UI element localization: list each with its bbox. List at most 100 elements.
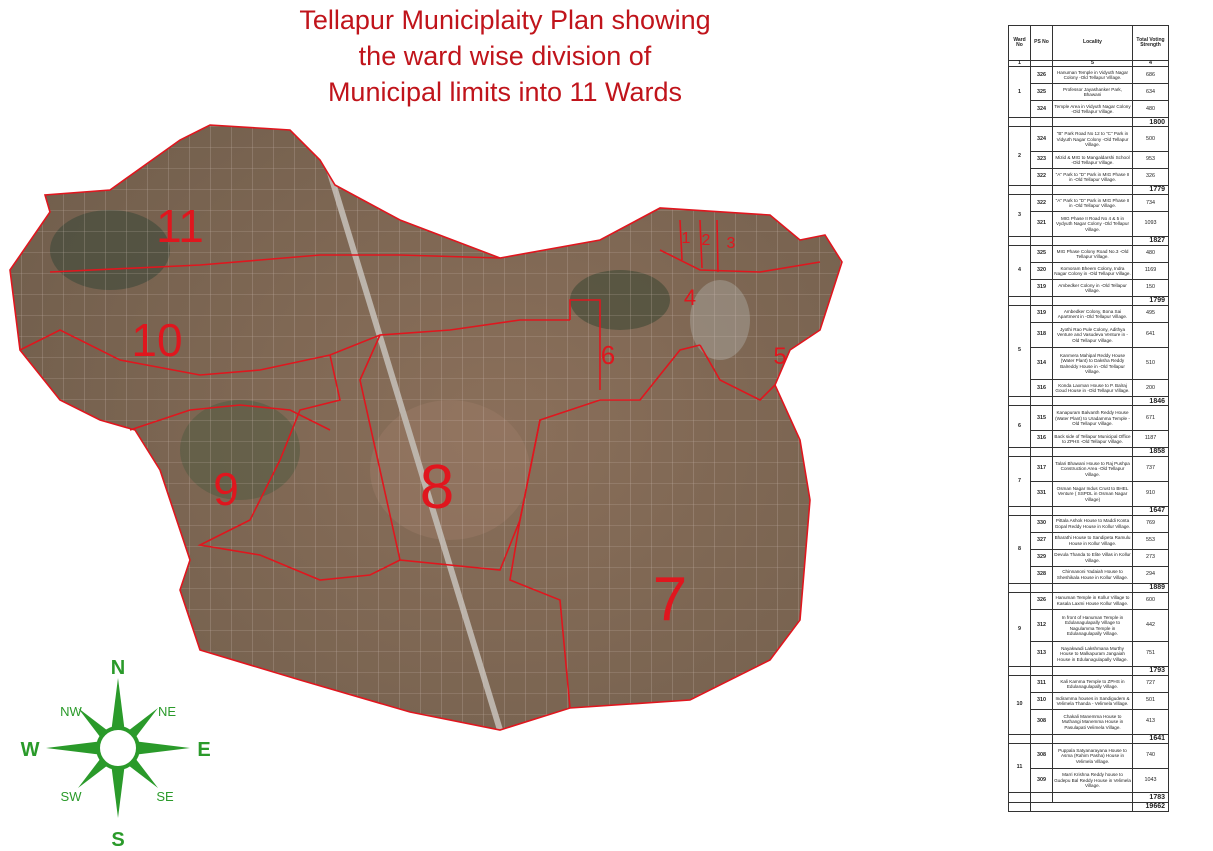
table-row: 314 Kanmera Mahipal Reddy House (Water Pl… <box>1009 346 1169 381</box>
empty-cell <box>1008 792 1031 803</box>
map-title: Tellapur Municiplaity Plan showing the w… <box>230 2 780 110</box>
empty-cell <box>1008 447 1031 458</box>
table-row: 9 326 Hanuman Temple in Kollur Village to … <box>1008 591 1169 667</box>
table-row: 3 322 "A" Park to "D" Park in MIG Phase II… <box>1008 194 1169 237</box>
table-row: 6 315 Kanapuram Balvanth Reddy House (Wate… <box>1008 405 1169 449</box>
votes-cell: 953 <box>1132 151 1169 170</box>
votes-cell: 734 <box>1132 194 1169 213</box>
empty-cell <box>1052 447 1133 458</box>
ward-label-6: 6 <box>601 340 615 370</box>
ps-no-cell: 309 <box>1030 767 1053 794</box>
ward-total-row: 1827 <box>1008 235 1169 247</box>
table-header-row: Ward No PS No Locality Total Voting Stre… <box>1008 25 1169 61</box>
ps-no-cell: 308 <box>1030 709 1053 735</box>
table-row: 322 "A" Park to "D" Park in MIG Phase II … <box>1009 168 1169 187</box>
table-row: 316 Konda Laxman House to P. Balraj Goud … <box>1009 379 1169 398</box>
table-row: 324 Temple Area in Vidyuth Nagar Colony -… <box>1009 100 1169 119</box>
ps-no-cell: 314 <box>1030 346 1053 381</box>
ps-no-cell: 313 <box>1030 641 1053 667</box>
ward-total-row: 1846 <box>1008 396 1169 407</box>
votes-cell: 326 <box>1132 168 1169 187</box>
ps-no-cell: 330 <box>1030 514 1053 533</box>
ps-no-cell: 323 <box>1030 151 1053 170</box>
locality-cell: Professor Jayashanker Park, Bhawani <box>1052 83 1133 102</box>
votes-cell: 686 <box>1132 66 1169 85</box>
locality-cell: Back side of Tellapur Municipal Office t… <box>1052 430 1133 449</box>
ps-no-cell: 308 <box>1030 742 1053 769</box>
votes-cell: 480 <box>1132 245 1169 264</box>
table-row: 7 317 Talari Bhawani House to Raj Pushpa C… <box>1008 456 1169 507</box>
locality-cell: "A" Park to "D" Park in MIG Phase II in … <box>1052 168 1133 187</box>
ward-total-cell: 1641 <box>1132 733 1169 744</box>
ward-label-11: 11 <box>156 200 204 252</box>
ward-boundaries <box>9 124 843 731</box>
ward-total-cell: 1846 <box>1132 396 1169 407</box>
table-row: 318 Jyothi Rao Pule Colony, Adithya Ventu… <box>1009 322 1169 348</box>
empty-cell <box>1008 396 1031 407</box>
ward-labels: 1 2 3 4 5 6 7 8 9 10 11 <box>131 200 786 634</box>
ward-label-7: 7 <box>653 565 687 634</box>
locality-cell: Kanapuram Balvanth Reddy House (Water Pl… <box>1052 405 1133 432</box>
empty-cell <box>1030 235 1053 247</box>
ward-total-cell: 1858 <box>1132 447 1169 458</box>
table-row: 5 319 Ambedker Colony, Bona Sai Apartment … <box>1008 305 1169 398</box>
ps-no-cell: 319 <box>1030 305 1053 324</box>
locality-cell: Ambedker Colony, Bona Sai Apartment in -… <box>1052 305 1133 324</box>
ward-no-cell: 5 <box>1008 305 1031 398</box>
ward-label-10: 10 <box>131 314 182 366</box>
table-row: 310 Indiramma houses in Sandigudem & Veli… <box>1009 692 1169 711</box>
ward-total-row: 1647 <box>1008 505 1169 516</box>
ps-no-cell: 316 <box>1030 430 1053 449</box>
ps-no-cell: 329 <box>1030 548 1053 567</box>
ward-no-cell: 11 <box>1008 742 1031 794</box>
table-row: 1 326 Hanuman Temple in Vidyuth Nagar Colo… <box>1008 66 1169 119</box>
locality-cell: Marri Krishna Reddy house to Gudepu Bal … <box>1052 767 1133 794</box>
compass-n: N <box>111 657 125 679</box>
ward-no-cell: 10 <box>1008 675 1031 735</box>
ward-no-cell: 6 <box>1008 405 1031 449</box>
votes-cell: 1187 <box>1132 430 1169 449</box>
locality-cell: Temple Area in Vidyuth Nagar Colony -Old… <box>1052 100 1133 119</box>
locality-cell: Indiramma houses in Sandigudem & Velimel… <box>1052 692 1133 711</box>
votes-cell: 1093 <box>1132 211 1169 237</box>
ward-no-cell: 9 <box>1008 591 1031 667</box>
compass-w: W <box>21 739 40 761</box>
header-locality: Locality <box>1052 25 1133 61</box>
ps-no-cell: 321 <box>1030 211 1053 237</box>
empty-cell <box>1008 117 1031 128</box>
compass-sw: SW <box>61 789 83 804</box>
locality-cell: Komoram Bheem Colony, Indra Nagar Colony… <box>1052 262 1133 280</box>
ward-total-row: 1641 <box>1008 733 1169 744</box>
empty-cell <box>1008 801 1031 813</box>
votes-cell: 737 <box>1132 456 1169 482</box>
ward-label-3: 3 <box>727 235 736 252</box>
ward-label-9: 9 <box>213 463 239 515</box>
title-line-1: Tellapur Municiplaity Plan showing <box>299 5 711 35</box>
locality-cell: "B" Park Road No 12 to "C" Park in Vidyu… <box>1052 126 1133 153</box>
locality-cell: Kali Kamma Temple to ZPHS in Edulanagula… <box>1052 675 1133 694</box>
ward-label-5: 5 <box>773 343 786 370</box>
locality-cell: Pittala Ashok House to Maddi Konta Gopal… <box>1052 514 1133 533</box>
ps-no-cell: 325 <box>1030 245 1053 264</box>
ps-no-cell: 316 <box>1030 379 1053 398</box>
votes-cell: 600 <box>1132 591 1169 610</box>
ward-total-cell: 1827 <box>1132 235 1169 247</box>
votes-cell: 634 <box>1132 83 1169 102</box>
locality-cell: Bharathi House to Sandipeta Ramulu House… <box>1052 531 1133 550</box>
ps-no-cell: 327 <box>1030 531 1053 550</box>
ward-total-cell: 1783 <box>1132 792 1169 803</box>
table-row: 10 311 Kali Kamma Temple to ZPHS in Edulan… <box>1008 675 1169 735</box>
ps-no-cell: 325 <box>1030 83 1053 102</box>
title-line-3: Municipal limits into 11 Wards <box>327 77 683 107</box>
ps-no-cell: 315 <box>1030 405 1053 432</box>
votes-cell: 442 <box>1132 608 1169 643</box>
empty-cell <box>1052 235 1133 247</box>
ps-no-cell: 328 <box>1030 565 1053 584</box>
table-row: 327 Bharathi House to Sandipeta Ramulu Ho… <box>1009 531 1169 550</box>
table-row: 4 325 MIG Phase Colony Road No.3 -Old Tell… <box>1008 245 1169 297</box>
votes-cell: 740 <box>1132 742 1169 769</box>
table-row: 11 308 Puppala Satyanarayana House to Asma… <box>1008 742 1169 794</box>
ward-no-cell: 7 <box>1008 456 1031 507</box>
locality-cell: Chinnanoni Yadaiah House to Sheshikala H… <box>1052 565 1133 584</box>
table-row: 308 Chakali Manemma House to Muthangi Man… <box>1009 709 1169 735</box>
